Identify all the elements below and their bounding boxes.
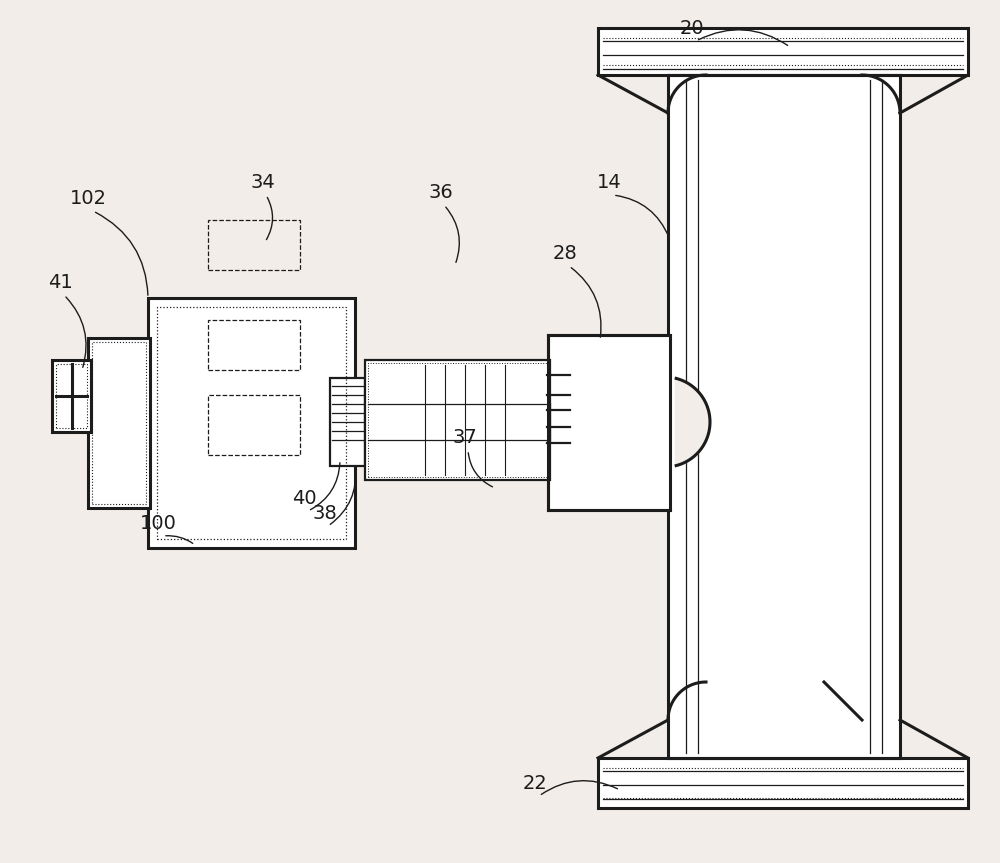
Bar: [52, 360, 91, 432]
Bar: [208, 320, 300, 370]
Bar: [598, 758, 968, 808]
Text: 38: 38: [312, 504, 337, 523]
Bar: [56, 364, 87, 428]
Bar: [548, 335, 670, 510]
Bar: [92, 342, 146, 504]
Text: 41: 41: [48, 273, 73, 292]
Bar: [157, 307, 346, 539]
Text: 34: 34: [250, 173, 275, 192]
Bar: [148, 298, 355, 548]
Bar: [340, 404, 550, 440]
Text: 102: 102: [70, 189, 107, 208]
Bar: [88, 338, 150, 508]
Bar: [365, 360, 550, 480]
Bar: [368, 363, 547, 477]
Text: 36: 36: [428, 183, 453, 202]
Text: 14: 14: [597, 173, 622, 192]
Bar: [598, 28, 968, 75]
Bar: [208, 395, 300, 455]
Text: 22: 22: [523, 774, 548, 793]
Bar: [330, 378, 365, 466]
Text: 100: 100: [140, 514, 177, 533]
Text: 37: 37: [452, 428, 477, 447]
Text: 28: 28: [553, 244, 578, 263]
Text: 20: 20: [680, 19, 705, 38]
Bar: [208, 220, 300, 270]
Text: 40: 40: [292, 489, 317, 508]
Bar: [668, 75, 900, 758]
